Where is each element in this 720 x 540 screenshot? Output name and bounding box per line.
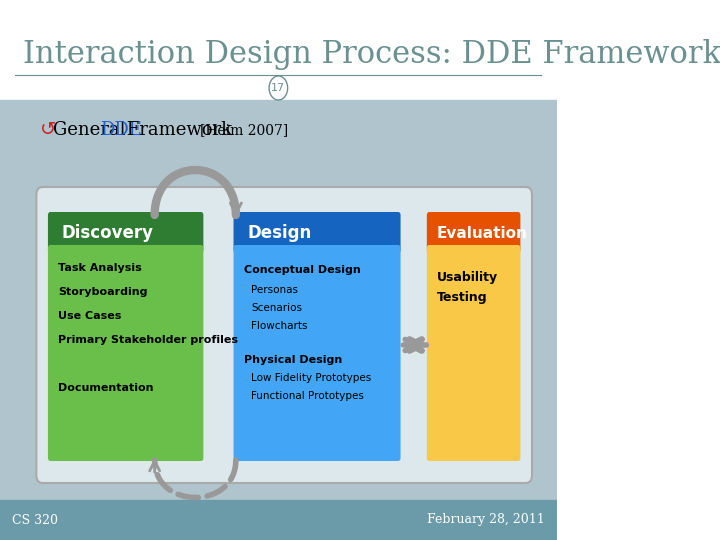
Text: Evaluation: Evaluation — [437, 226, 528, 240]
Text: Flowcharts: Flowcharts — [251, 321, 308, 331]
Circle shape — [269, 76, 288, 100]
Text: Physical Design: Physical Design — [243, 355, 342, 365]
Text: Conceptual Design: Conceptual Design — [243, 265, 360, 275]
Bar — [0, 0, 557, 100]
Text: 17: 17 — [271, 83, 285, 93]
Text: Personas: Personas — [251, 285, 298, 295]
Text: Use Cases: Use Cases — [58, 311, 122, 321]
Text: Usability: Usability — [437, 272, 498, 285]
Text: Scenarios: Scenarios — [251, 303, 302, 313]
Text: February 28, 2011: February 28, 2011 — [428, 514, 545, 526]
FancyBboxPatch shape — [233, 212, 400, 253]
FancyBboxPatch shape — [427, 212, 521, 253]
Text: CS 320: CS 320 — [12, 514, 58, 526]
Text: Functional Prototypes: Functional Prototypes — [251, 391, 364, 401]
Text: Documentation: Documentation — [58, 383, 153, 393]
Bar — [0, 100, 557, 500]
Text: Storyboarding: Storyboarding — [58, 287, 148, 297]
Text: Testing: Testing — [437, 292, 487, 305]
Text: Discovery: Discovery — [62, 224, 154, 242]
FancyBboxPatch shape — [233, 245, 400, 461]
FancyBboxPatch shape — [48, 212, 203, 253]
Text: Task Analysis: Task Analysis — [58, 263, 142, 273]
Text: DDE: DDE — [101, 121, 143, 139]
Text: [Heim 2007]: [Heim 2007] — [199, 123, 288, 137]
Text: Framework: Framework — [122, 121, 238, 139]
Text: ↺: ↺ — [40, 120, 57, 139]
Text: Low Fidelity Prototypes: Low Fidelity Prototypes — [251, 373, 372, 383]
Text: Design: Design — [248, 224, 312, 242]
Text: Primary Stakeholder profiles: Primary Stakeholder profiles — [58, 335, 238, 345]
Text: Interaction Design Process: DDE Framework: Interaction Design Process: DDE Framewor… — [23, 39, 720, 71]
Text: General: General — [53, 121, 131, 139]
FancyBboxPatch shape — [36, 187, 532, 483]
Bar — [0, 500, 557, 540]
FancyBboxPatch shape — [48, 245, 203, 461]
FancyBboxPatch shape — [427, 245, 521, 461]
